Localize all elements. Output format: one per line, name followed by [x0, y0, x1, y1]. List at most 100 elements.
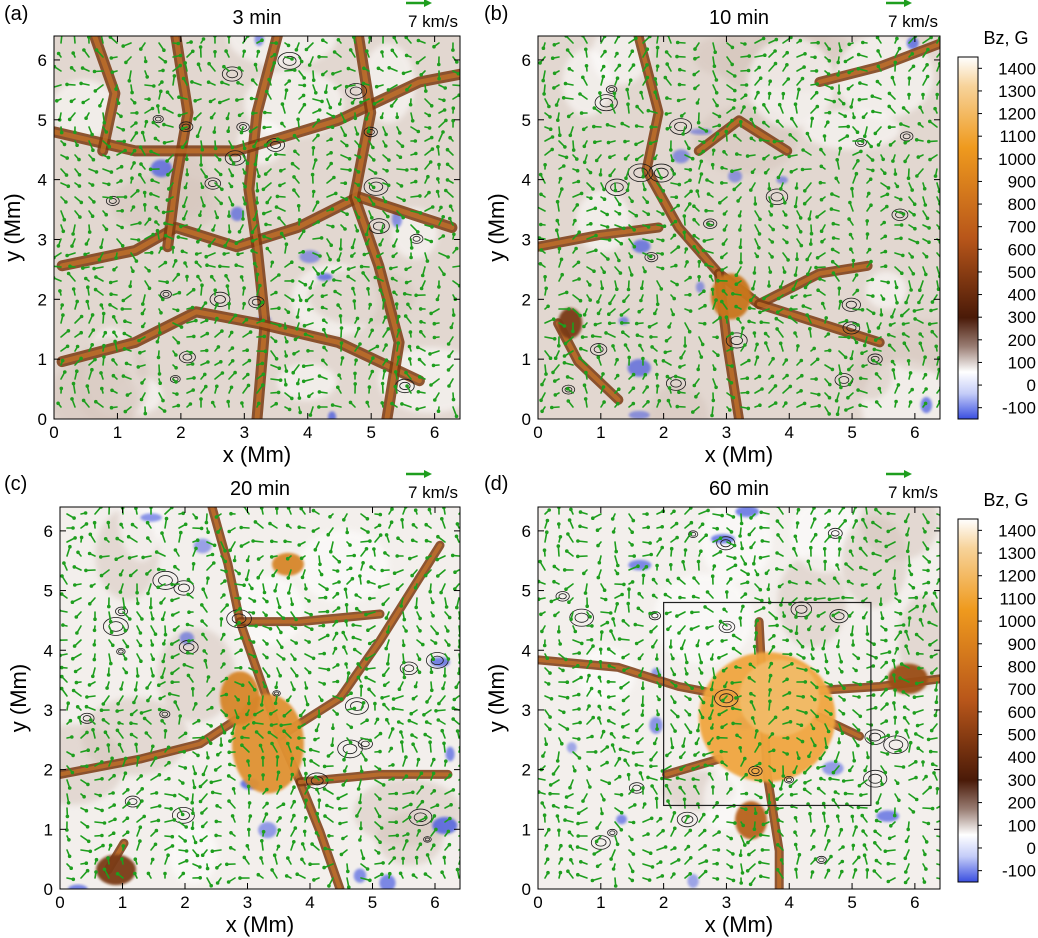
velocity-arrow-head: [874, 400, 879, 404]
velocity-arrow-head: [404, 370, 408, 375]
velocity-arrow-head: [336, 796, 341, 801]
velocity-arrow-head: [909, 288, 913, 292]
contour-line: [363, 126, 378, 138]
contour-line: [270, 141, 281, 149]
velocity-arrow-head: [450, 553, 455, 558]
velocity-arrow-head: [183, 185, 188, 190]
velocity-arrow-head: [339, 326, 344, 330]
velocity-arrow-head: [218, 172, 223, 177]
velocity-arrow-head: [906, 176, 911, 180]
velocity-arrow-head: [827, 395, 832, 400]
velocity-arrow-head: [798, 38, 803, 43]
velocity-arrow-head: [263, 110, 267, 115]
velocity-arrow-head: [346, 869, 350, 874]
velocity-arrow-head: [295, 327, 299, 331]
velocity-arrow-head: [400, 402, 404, 406]
velocity-arrow-head: [420, 273, 425, 278]
velocity-arrow-head: [222, 632, 226, 637]
velocity-arrow-head: [789, 307, 793, 312]
velocity-arrow-head: [634, 36, 638, 41]
velocity-arrow-head: [219, 201, 223, 206]
velocity-arrow-head: [416, 230, 420, 234]
velocity-arrow-head: [157, 372, 162, 376]
contour-line: [854, 138, 867, 147]
velocity-arrow-head: [829, 207, 834, 211]
velocity-arrow-head: [307, 394, 311, 399]
velocity-arrow-head: [758, 403, 762, 408]
velocity-arrow-head: [445, 147, 450, 152]
velocity-arrow-head: [111, 643, 115, 648]
velocity-arrow-head: [163, 632, 168, 637]
velocity-arrow-head: [619, 313, 624, 317]
velocity-arrow-head: [157, 683, 161, 687]
velocity-arrow-head: [352, 299, 357, 303]
velocity-arrow-head: [246, 372, 250, 377]
velocity-arrow-head: [227, 301, 231, 306]
velocity-arrow-head: [323, 595, 328, 600]
velocity-arrow-head: [648, 36, 652, 39]
velocity-arrow-head: [440, 517, 444, 521]
velocity-arrow-head: [722, 150, 726, 154]
velocity-arrow-head: [665, 374, 670, 379]
velocity-arrow-head: [227, 230, 232, 234]
velocity-arrow-head: [444, 188, 448, 193]
contour-line: [706, 220, 715, 227]
velocity-arrow-head: [106, 520, 111, 525]
velocity-arrow-head: [269, 723, 274, 727]
velocity-arrow-head: [559, 257, 564, 262]
velocity-arrow-head: [430, 147, 435, 151]
velocity-arrow-head: [134, 131, 139, 135]
velocity-arrow-head: [767, 91, 772, 96]
velocity-arrow-head: [384, 144, 388, 148]
velocity-arrow-head: [297, 396, 302, 400]
velocity-arrow-head: [250, 249, 254, 253]
velocity-arrow-head: [287, 591, 291, 595]
velocity-arrow-head: [409, 711, 414, 716]
velocity-arrow-head: [702, 140, 706, 144]
velocity-arrow-head: [299, 507, 303, 511]
velocity-arrow-head: [204, 175, 208, 179]
velocity-arrow-head: [376, 254, 380, 259]
velocity-arrow-head: [154, 791, 159, 795]
velocity-arrow-head: [209, 274, 214, 279]
velocity-arrow-head: [209, 115, 214, 120]
velocity-arrow-head: [578, 92, 582, 96]
velocity-arrow-head: [775, 310, 780, 315]
velocity-arrow-head: [615, 51, 619, 56]
velocity-arrow-head: [314, 728, 319, 733]
velocity-arrow-head: [193, 117, 197, 121]
velocity-arrow-head: [848, 200, 852, 205]
velocity-arrow-head: [376, 66, 381, 71]
velocity-arrow-head: [352, 553, 357, 558]
velocity-arrow-head: [418, 307, 423, 311]
velocity-arrow-head: [215, 316, 219, 321]
velocity-arrow-head: [240, 683, 245, 687]
velocity-arrow-head: [634, 142, 638, 147]
velocity-arrow-head: [382, 702, 386, 707]
velocity-arrow-head: [598, 91, 602, 95]
velocity-arrow-head: [277, 216, 281, 220]
velocity-arrow-head: [138, 839, 142, 843]
velocity-arrow-head: [139, 659, 143, 663]
velocity-arrow-head: [926, 47, 930, 52]
velocity-arrow-head: [396, 341, 401, 345]
velocity-arrow-head: [772, 139, 777, 144]
velocity-arrow-head: [263, 172, 268, 176]
velocity-arrow-head: [399, 604, 404, 608]
velocity-arrow-head: [162, 642, 166, 646]
velocity-arrow-head: [139, 711, 144, 715]
velocity-arrow-head: [345, 212, 349, 216]
velocity-arrow-head: [304, 798, 308, 803]
velocity-arrow-head: [894, 285, 899, 290]
velocity-arrow-head: [732, 187, 736, 192]
velocity-arrow-head: [307, 599, 311, 603]
velocity-arrow-head: [307, 63, 312, 67]
velocity-arrow-head: [59, 386, 64, 391]
velocity-arrow-head: [424, 815, 428, 820]
velocity-arrow-head: [328, 105, 333, 110]
velocity-arrow-head: [99, 303, 104, 307]
velocity-arrow-head: [541, 46, 546, 50]
velocity-arrow-head: [429, 670, 434, 674]
contour-line: [274, 691, 280, 696]
